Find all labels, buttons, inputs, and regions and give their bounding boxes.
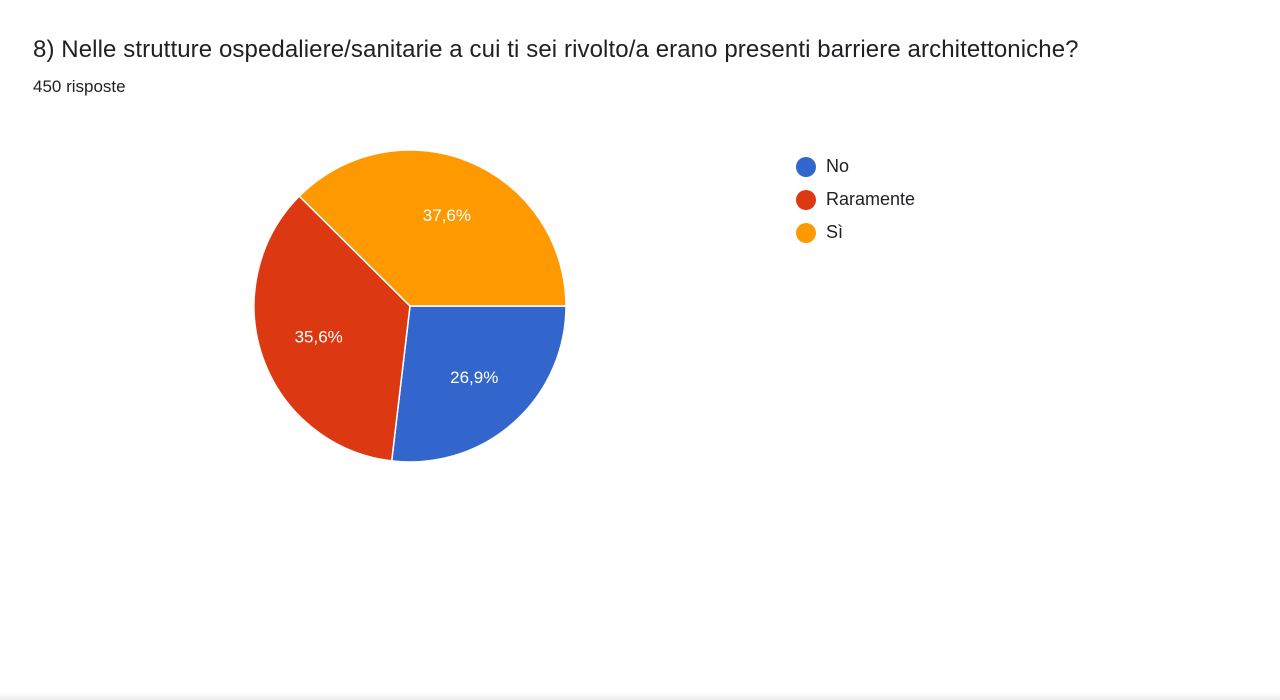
question-title: 8) Nelle strutture ospedaliere/sanitarie… xyxy=(33,36,1079,63)
pie-labels: 26,9% 35,6% 37,6% xyxy=(295,206,499,387)
legend-label: Sì xyxy=(826,222,844,242)
pie-data-label: 26,9% xyxy=(450,368,498,387)
legend-swatch-icon xyxy=(796,189,816,210)
pie-slice-no[interactable] xyxy=(390,305,567,463)
pie-data-label: 35,6% xyxy=(295,327,343,346)
pie-slices xyxy=(253,149,567,463)
legend-swatch-icon xyxy=(796,222,816,243)
legend-item[interactable]: Raramente xyxy=(796,183,915,216)
pie-slice-sì[interactable] xyxy=(298,149,567,307)
chart-legend: No Raramente Sì xyxy=(796,150,915,249)
legend-label: Raramente xyxy=(826,189,916,209)
pie-slice-raramente[interactable] xyxy=(253,195,411,462)
legend-item[interactable]: Sì xyxy=(796,216,915,249)
legend-swatch-icon xyxy=(796,156,816,177)
legend-label: No xyxy=(826,156,850,176)
response-count: 450 risposte xyxy=(33,77,126,96)
pie-data-label: 37,6% xyxy=(423,206,471,225)
legend-item[interactable]: No xyxy=(796,150,915,183)
bottom-scroll-edge xyxy=(0,692,1280,700)
